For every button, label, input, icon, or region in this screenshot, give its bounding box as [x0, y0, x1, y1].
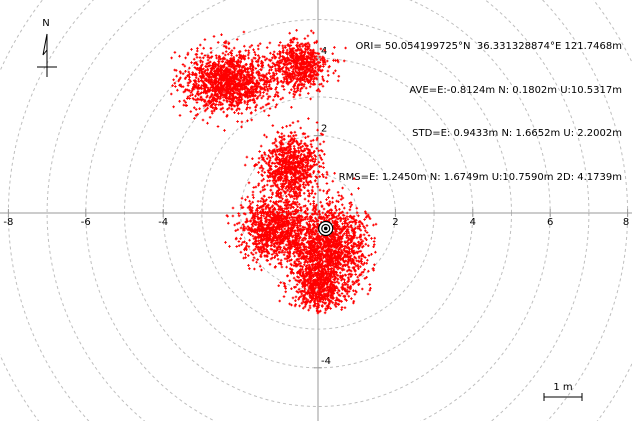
scale-label: 1 m	[553, 382, 572, 393]
statistics-panel: ORI= 50.054199725°N 36.331328874°E 121.7…	[339, 11, 622, 200]
rms-line: RMS=E: 1.2450m N: 1.6749m U:10.7590m 2D:…	[338, 171, 622, 183]
axis-ticks: -8 -6 -4 2 4 6 8 4 2 -4	[3, 46, 629, 369]
x-tick-label: -4	[158, 217, 168, 228]
x-tick-label: 4	[470, 217, 476, 228]
scale-bar: 1 m	[543, 382, 583, 401]
x-tick-label: -8	[3, 217, 13, 228]
ave-line: AVE=E:-0.8124m N: 0.1802m U:10.5317m	[409, 84, 622, 96]
x-tick-label: 8	[623, 217, 629, 228]
origin-marker	[318, 220, 334, 237]
north-label: N	[42, 18, 49, 29]
x-tick-label: 6	[547, 217, 553, 228]
target-inner-ring	[321, 223, 331, 234]
y-tick-label: -4	[321, 356, 331, 367]
x-tick-label: 2	[392, 217, 398, 228]
north-arrow-head	[42, 33, 48, 56]
y-tick-label: 2	[321, 124, 327, 135]
north-arrow-icon: N	[37, 18, 57, 77]
std-line: STD=E: 0.9433m N: 1.6652m U: 2.2002m	[412, 128, 622, 139]
x-tick-label: -6	[81, 217, 91, 228]
target-center-dot	[323, 226, 328, 231]
ori-line: ORI= 50.054199725°N 36.331328874°E 121.7…	[355, 41, 622, 52]
y-tick-label: 4	[321, 46, 327, 57]
